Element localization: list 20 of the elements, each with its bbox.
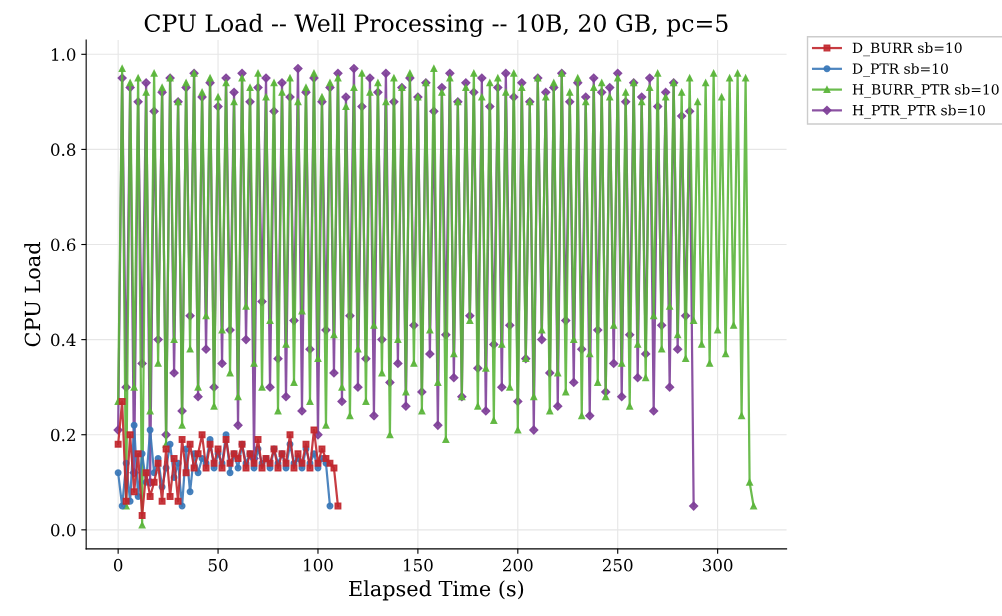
x-tick-label: 100 bbox=[304, 558, 333, 572]
x-tick-label: 50 bbox=[208, 558, 228, 572]
y-axis-title: CPU Load bbox=[24, 242, 41, 347]
x-axis-title: Elapsed Time (s) bbox=[349, 580, 524, 601]
x-tick-label: 300 bbox=[702, 558, 733, 572]
y-tick-label: 1.0 bbox=[51, 48, 76, 61]
x-tick-label: 200 bbox=[503, 558, 533, 572]
x-tick-label: 0 bbox=[113, 558, 123, 572]
y-tick-label: 0.0 bbox=[51, 523, 76, 537]
y-tick-label: 0.4 bbox=[51, 333, 76, 347]
x-tick-label: 250 bbox=[602, 558, 633, 572]
legend-label: D_PTR sb=10 bbox=[852, 63, 948, 77]
legend-label: H_BURR_PTR sb=10 bbox=[852, 83, 999, 98]
legend-label: D_BURR sb=10 bbox=[852, 42, 962, 57]
y-tick-label: 0.2 bbox=[51, 428, 75, 442]
legend-label: H_PTR_PTR sb=10 bbox=[852, 104, 985, 119]
y-tick-label: 0.8 bbox=[51, 143, 76, 156]
chart-title: CPU Load -- Well Processing -- 10B, 20 GB, pc=5 bbox=[144, 13, 728, 37]
x-tick-label: 150 bbox=[404, 558, 433, 572]
y-tick-label: 0.6 bbox=[51, 238, 76, 252]
